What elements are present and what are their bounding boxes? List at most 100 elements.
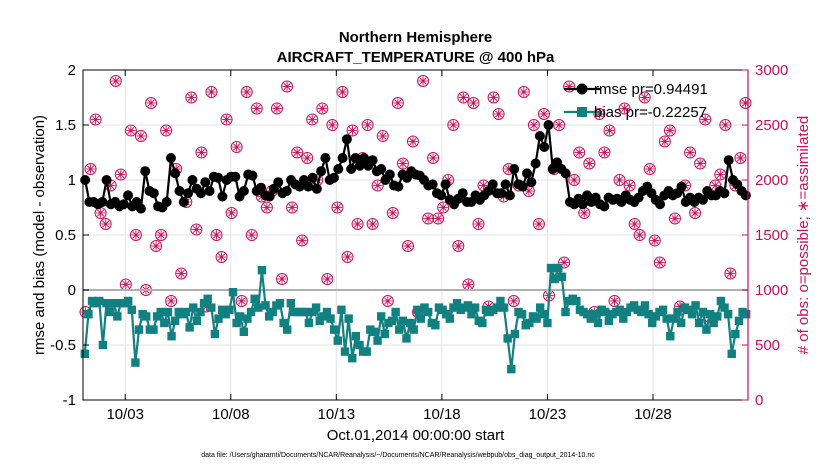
bias-point [261,301,270,310]
rmse-point [543,120,554,130]
obs-assimilated-point [111,76,121,86]
bias-point [705,310,715,319]
obs-possible-point [492,108,505,120]
bias-point [695,318,704,328]
obs-assimilated-point [237,296,247,306]
obs-possible-point [427,152,440,164]
obs-possible-point [573,146,586,159]
obs-possible-point [114,168,127,181]
rmse-point [273,177,284,188]
bias-point [246,307,256,317]
bias-point [687,310,697,319]
obs-possible-point [291,146,304,159]
rmse-point [522,168,533,179]
rmse-point [337,153,348,163]
obs-assimilated-point [221,114,232,125]
obs-possible-point [628,218,641,230]
obs-possible-point [739,97,752,109]
obs-assimilated-point [121,279,131,290]
obs-assimilated-point [332,202,343,213]
bias-point [619,314,628,323]
rmse-point [440,179,451,190]
y2-tick-label: 500 [755,337,780,354]
rmse-point [187,175,198,185]
obs-assimilated-point [433,213,443,224]
rmse-point [354,160,365,171]
bias-point [319,312,328,321]
obs-assimilated-point [670,213,680,224]
bias-point [467,310,476,319]
obs-assimilated-point [650,235,660,246]
obs-possible-point [668,212,681,225]
rmse-point [500,179,511,190]
obs-possible-point [190,223,203,236]
bias-point [507,365,516,374]
obs-possible-point [165,295,178,307]
obs-assimilated-point [302,153,312,163]
rmse-point [97,197,108,207]
obs-assimilated-point [262,202,272,213]
legend-bias-marker [577,107,587,117]
bias-point [326,314,335,323]
bias-point [95,296,104,306]
obs-possible-point [613,174,626,186]
y-tick-label: 2 [68,62,76,79]
rmse-point [577,199,588,210]
bias-point [163,307,173,317]
bias-point [420,303,429,312]
bias-point [337,305,346,314]
y2-tick-label: 1000 [755,282,788,299]
bias-point [449,303,458,312]
obs-assimilated-point [136,131,146,141]
bias-point [535,303,545,312]
bias-point [109,299,118,308]
obs-assimilated-point [211,230,222,240]
obs-possible-point [568,174,581,186]
obs-possible-point [467,97,480,109]
obs-possible-point [230,141,243,153]
bias-point [373,336,382,345]
obs-possible-point [316,102,329,115]
bias-point [351,332,361,341]
bias-point [301,307,310,317]
obs-assimilated-point [191,224,201,235]
rmse-point [165,153,176,163]
y-tick-label: 0.5 [55,227,76,244]
obs-possible-point [724,267,737,280]
bias-point [470,303,480,312]
rmse-point [281,186,292,196]
bias-point [557,272,567,281]
chart-subtitle: AIRCRAFT_TEMPERATURE @ 400 hPa [277,49,555,66]
obs-assimilated-point [630,219,640,229]
rmse-point [539,142,550,152]
obs-assimilated-point [161,125,171,136]
obs-assimilated-point [453,241,463,251]
obs-assimilated-point [232,142,242,152]
rmse-point [118,199,129,210]
bias-point [232,318,241,328]
bias-point [539,310,549,319]
obs-possible-point [603,124,616,137]
bias-point [286,299,296,308]
rmse-point [333,164,344,174]
obs-possible-point [699,113,712,126]
rmse-point [303,181,314,192]
bias-point [590,310,599,319]
obs-assimilated-point [720,120,730,130]
rmse-point [264,191,275,202]
y-tick-label: 1 [68,172,76,189]
obs-assimilated-point [368,219,378,229]
bias-point [250,294,259,303]
y2-tick-label: 2500 [755,117,788,134]
bias-point [210,329,220,339]
bias-point [640,301,650,310]
obs-assimilated-point [539,109,549,119]
obs-possible-point [437,201,450,214]
obs-possible-point [260,201,273,214]
bias-point [228,288,238,297]
bias-point [102,299,111,308]
obs-assimilated-point [690,208,700,218]
bias-point [452,299,462,308]
obs-possible-point [296,234,309,247]
obs-assimilated-point [534,219,544,229]
